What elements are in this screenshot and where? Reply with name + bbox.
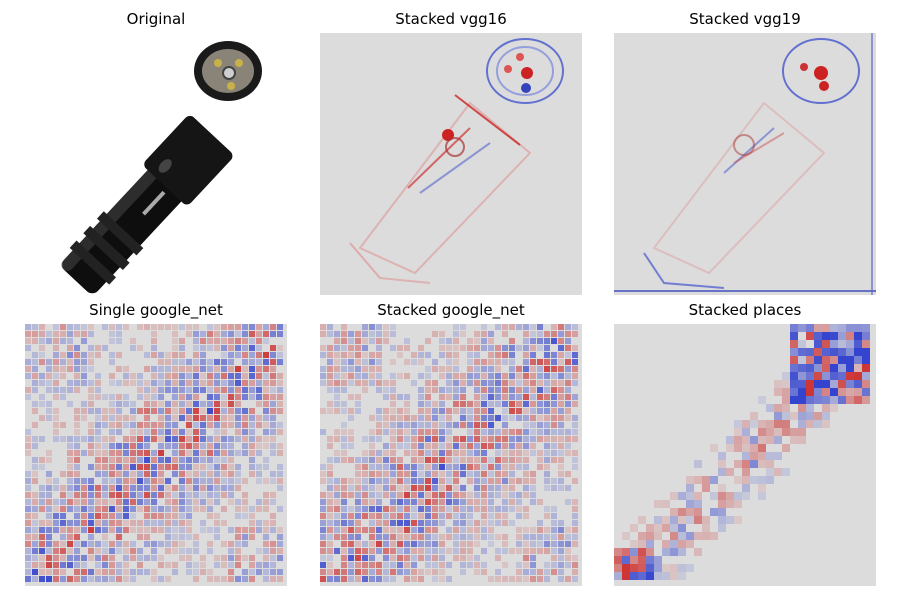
panel-title-stacked-vgg16: Stacked vgg16 (395, 10, 507, 28)
panel-title-single-google-net: Single google_net (89, 301, 223, 319)
panel-title-stacked-places: Stacked places (688, 301, 802, 319)
flashlight-image (61, 41, 262, 294)
panel-title-stacked-google-net: Stacked google_net (377, 301, 525, 319)
vgg16-heatmap (349, 38, 564, 284)
vgg16-heatmap-panel (320, 33, 582, 295)
single-google-net-heatmap-panel (25, 324, 287, 586)
vgg19-heatmap (614, 33, 876, 295)
panel-title-stacked-vgg19: Stacked vgg19 (689, 10, 801, 28)
vgg19-heatmap-panel (614, 33, 876, 295)
stacked-places-heatmap (614, 324, 870, 580)
single-google-net-heatmap (25, 324, 283, 582)
stacked-places-heatmap-panel (614, 324, 876, 586)
panel-title-original: Original (126, 10, 186, 28)
original-image-panel (25, 33, 287, 295)
stacked-google-net-heatmap-panel (320, 324, 582, 586)
stacked-google-net-heatmap (320, 324, 578, 582)
